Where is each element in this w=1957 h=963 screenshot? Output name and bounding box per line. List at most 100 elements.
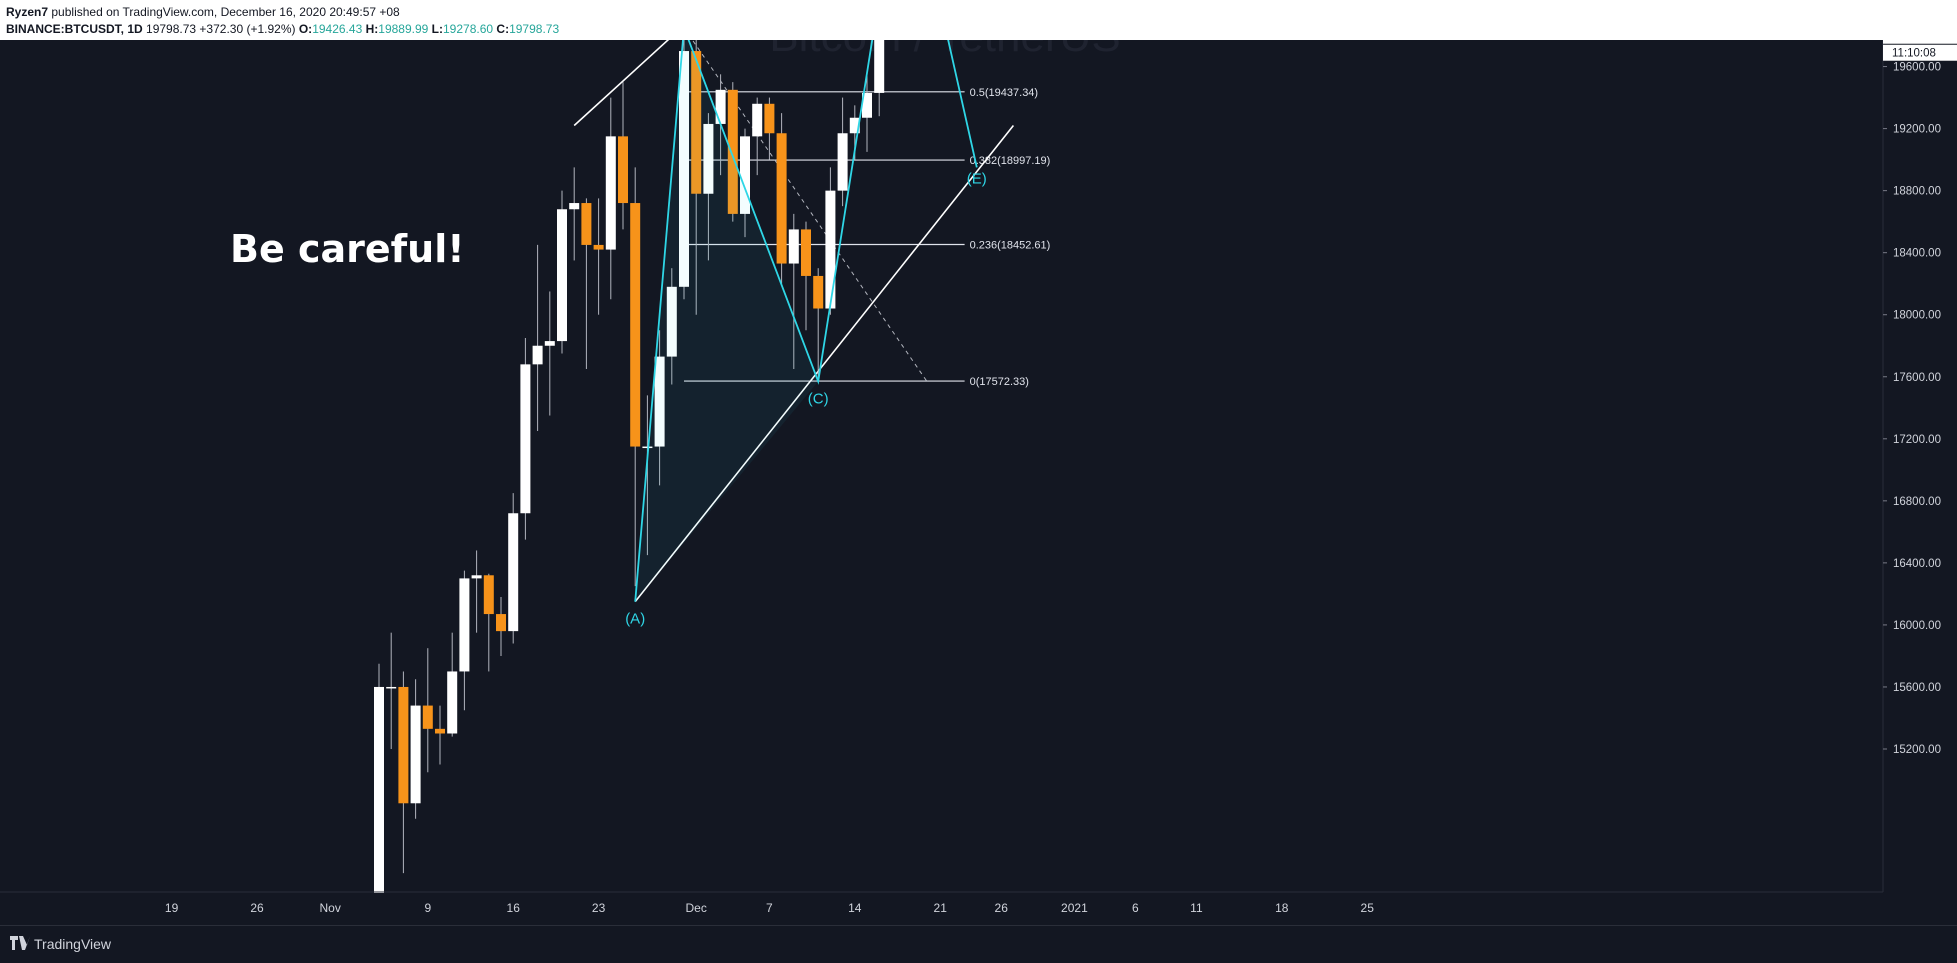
close-value: 19798.73 <box>509 22 560 36</box>
candle-body <box>703 123 714 194</box>
tradingview-logo-icon <box>10 936 30 950</box>
candle-body <box>801 229 811 276</box>
abc-triangle-fill <box>635 40 819 602</box>
published-text: published on TradingView.com, December 1… <box>51 5 400 19</box>
candle-body <box>435 728 445 734</box>
time-tick-label: 7 <box>766 901 773 915</box>
candle-body <box>691 51 702 194</box>
close-label: C: <box>496 22 510 36</box>
fib-level-label: 0.382(18997.19) <box>970 155 1051 167</box>
candle-body <box>410 705 421 804</box>
candle-body <box>483 575 494 615</box>
price-tick-label: 19600.00 <box>1893 62 1941 74</box>
candle-body <box>825 190 836 309</box>
price-tick-label: 18400.00 <box>1893 248 1941 260</box>
candle-body <box>422 705 433 729</box>
price-tick-label: 17200.00 <box>1893 434 1941 446</box>
countdown-label: 11:10:08 <box>1892 48 1936 60</box>
candle-body <box>508 513 519 632</box>
candle-body <box>532 345 543 365</box>
ohlc-line: BINANCE:BTCUSDT, 1D 19798.73 +372.30 (+1… <box>6 22 559 36</box>
candle-body <box>715 89 726 124</box>
pattern-point-label: (A) <box>625 611 645 628</box>
candle-body <box>764 103 775 134</box>
candle-body <box>849 117 860 134</box>
candle-body <box>776 133 787 264</box>
last-price-badge <box>1883 40 1957 44</box>
time-tick-label: 26 <box>250 901 264 915</box>
candle-body <box>740 136 750 214</box>
time-tick-label: Nov <box>320 901 341 915</box>
time-tick-label: 21 <box>934 901 948 915</box>
candle-body <box>471 575 482 579</box>
time-tick-label: 9 <box>424 901 431 915</box>
abcde-pattern-line <box>634 40 978 602</box>
candle-body <box>752 103 763 137</box>
price-axis[interactable] <box>1883 40 1957 925</box>
candle-body <box>630 203 641 447</box>
candle-body <box>447 671 458 734</box>
candle-body <box>618 136 628 204</box>
time-tick-label: 14 <box>848 901 862 915</box>
last-price: 19798.73 <box>146 22 197 36</box>
fib-level-label: 0.236(18452.61) <box>970 240 1051 252</box>
candle-body <box>581 203 592 245</box>
candle-body <box>788 229 799 264</box>
author-name[interactable]: Ryzen7 <box>6 5 49 19</box>
time-axis[interactable] <box>0 893 1883 925</box>
candle-body <box>593 244 604 250</box>
candle-body <box>874 40 885 93</box>
pattern-point-label: (C) <box>808 390 829 407</box>
countdown-badge <box>1883 44 1957 61</box>
annotation-text: Be careful! <box>230 227 465 271</box>
high-value: 19889.99 <box>378 22 429 36</box>
candle-body <box>557 209 567 342</box>
channel-lower-line <box>634 125 1015 603</box>
price-change: +372.30 (+1.92%) <box>199 22 296 36</box>
time-tick-label: 11 <box>1190 901 1203 915</box>
candle-body <box>654 356 665 447</box>
time-tick-label: 18 <box>1275 901 1289 915</box>
low-value: 19278.60 <box>443 22 494 36</box>
channel-upper-line <box>573 40 670 127</box>
candle-body <box>727 89 738 214</box>
candle-body <box>398 686 409 804</box>
candle-body <box>837 133 848 191</box>
footer-brand[interactable]: TradingView <box>34 936 112 952</box>
candle-body <box>544 341 555 346</box>
candle-body <box>642 446 653 449</box>
price-chart[interactable]: BTCUSDT, 1DBitcoin / TetherUS 2(25032.35… <box>0 40 1957 925</box>
time-tick-label: 16 <box>507 901 521 915</box>
candle-body <box>605 136 616 250</box>
candle-body <box>679 51 689 287</box>
time-tick-label: 2021 <box>1061 901 1088 915</box>
time-tick-label: 19 <box>165 901 179 915</box>
time-tick-label: 26 <box>995 901 1009 915</box>
last-price-label: 19798.73 <box>1892 40 1940 43</box>
candle-body <box>496 614 506 632</box>
high-label: H: <box>365 22 379 36</box>
low-label: L: <box>431 22 443 36</box>
price-tick-label: 18800.00 <box>1893 186 1941 198</box>
time-tick-label: 23 <box>592 901 606 915</box>
price-tick-label: 15200.00 <box>1893 744 1941 756</box>
footer-bar: TradingView <box>0 925 1957 963</box>
price-tick-label: 17600.00 <box>1893 372 1941 384</box>
fib-level-label: 0.5(19437.34) <box>970 87 1039 99</box>
candle-body <box>386 686 397 689</box>
price-tick-label: 19200.00 <box>1893 124 1941 136</box>
fib-level-label: 0(17572.33) <box>970 376 1029 388</box>
open-label: O: <box>298 22 313 36</box>
price-tick-label: 16000.00 <box>1893 620 1941 632</box>
chart-header: Ryzen7 published on TradingView.com, Dec… <box>0 0 1957 40</box>
symbol-timeframe[interactable]: BINANCE:BTCUSDT, 1D <box>6 22 143 36</box>
time-tick-label: 25 <box>1361 901 1375 915</box>
price-tick-label: 16800.00 <box>1893 496 1941 508</box>
price-tick-label: 16400.00 <box>1893 558 1941 570</box>
price-tick-label: 18000.00 <box>1893 310 1941 322</box>
candle-body <box>813 275 824 309</box>
candle-body <box>374 686 384 912</box>
open-value: 19426.43 <box>312 22 363 36</box>
time-tick-label: 6 <box>1132 901 1139 915</box>
candle-body <box>569 203 580 210</box>
